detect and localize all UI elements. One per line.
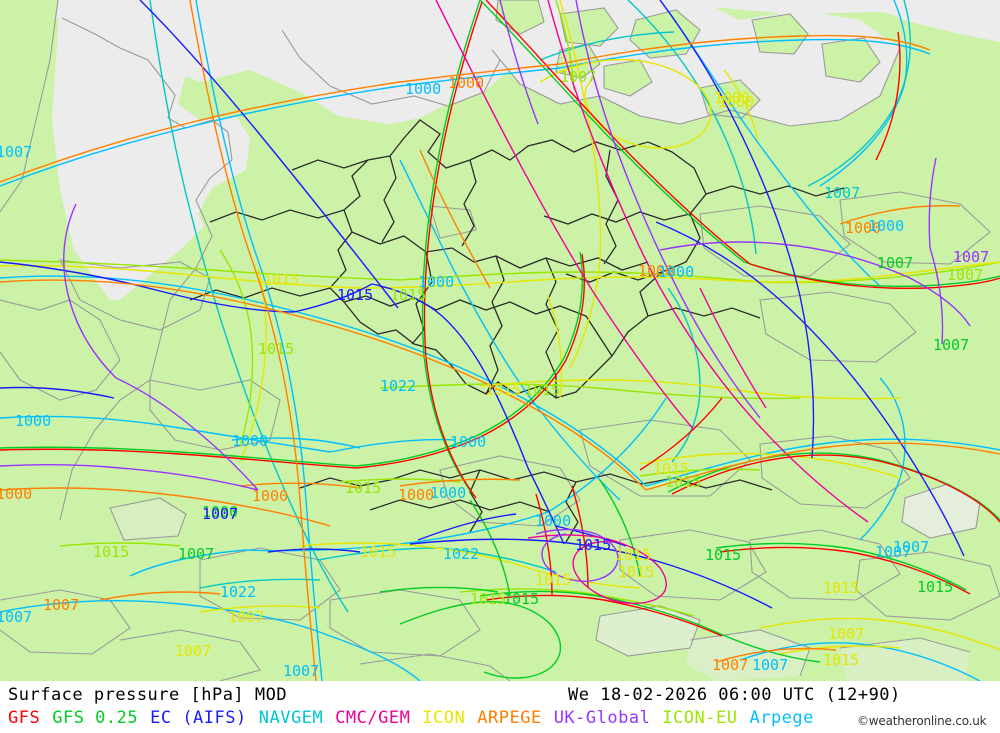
contour-icon [0,0,1000,655]
model-legend-item[interactable]: UK-Global [553,708,651,728]
valid-datetime: We 18-02-2026 06:00 UTC (12+90) [568,685,901,705]
contour-cmc [435,0,869,605]
model-legend-item[interactable]: ARPEGE [477,708,542,728]
model-legend-item[interactable]: GFS 0.25 [52,708,139,728]
contour-navgem [149,0,911,613]
model-legend-item[interactable]: ICON [422,708,466,728]
map-canvas [0,0,1000,681]
model-legend-item[interactable]: NAVGEM [258,708,324,728]
model-legend-item[interactable]: EC (AIFS) [150,708,247,728]
land-layer [0,0,1000,681]
copyright-text: ©weatheronline.co.uk [857,714,987,728]
contour-uk-global [0,0,971,582]
page-title: Surface pressure [hPa] MOD [8,685,288,705]
model-legend-item[interactable]: CMC/GEM [335,708,411,728]
surface-pressure-map[interactable]: 1007 1000 1000 1000 1007 1000 1007 1000 1000 1007… [0,0,1000,681]
model-legend-item[interactable]: GFS [8,708,41,728]
model-legend: GFS GFS 0.25 EC (AIFS) NAVGEM CMC/GEM ICON ARP… [8,708,1000,732]
model-legend-item[interactable]: ICON-EU [662,708,738,728]
contour-icon-eu [0,0,1000,617]
contour-ec-aifs [0,0,965,609]
map-footer: Surface pressure [hPa] MOD We 18-02-2026… [0,681,1000,733]
contour-gfs [0,0,1000,637]
model-legend-item[interactable]: Arpege [749,708,814,728]
